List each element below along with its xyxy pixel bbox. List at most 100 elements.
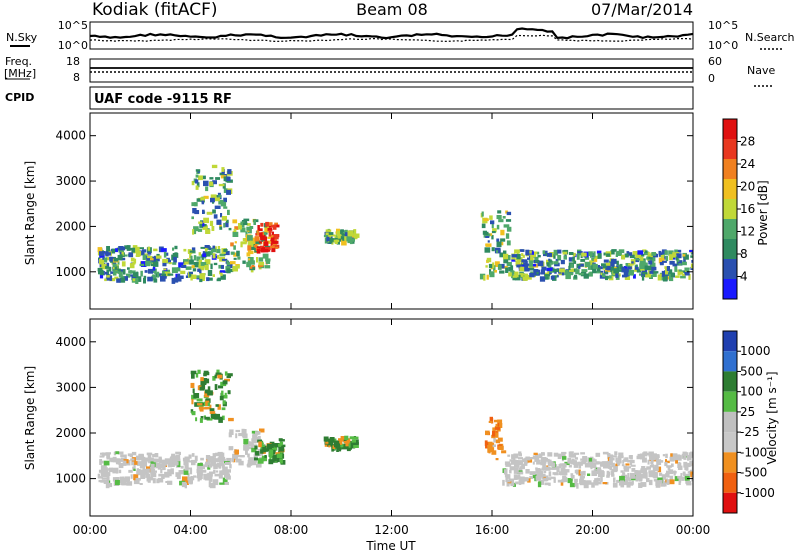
- echo-cell: [190, 255, 193, 262]
- echo-cell: [553, 269, 559, 272]
- echo-cell: [222, 400, 226, 405]
- echo-cell: [517, 474, 521, 478]
- echo-cell: [581, 252, 587, 257]
- echo-cell: [186, 467, 192, 470]
- echo-cell: [491, 444, 496, 447]
- echo-cell: [186, 462, 189, 468]
- echo-cell: [238, 225, 242, 230]
- echo-cell: [624, 457, 629, 462]
- echo-cell: [602, 273, 606, 278]
- echo-cell: [226, 457, 232, 464]
- echo-cell: [195, 185, 199, 190]
- echo-cell: [223, 270, 229, 273]
- echo-cell: [196, 256, 201, 262]
- echo-cell: [564, 476, 568, 483]
- colorbar-segment: [723, 391, 737, 412]
- echo-cell: [518, 480, 522, 485]
- echo-cell: [128, 469, 133, 473]
- echo-cell: [690, 471, 693, 478]
- echo-cell: [541, 266, 547, 271]
- echo-cell: [100, 471, 103, 477]
- echo-cell: [189, 273, 192, 278]
- echo-cell: [208, 481, 211, 488]
- echo-cell: [338, 439, 343, 445]
- echo-cell: [197, 462, 203, 466]
- echo-cell: [204, 416, 210, 420]
- echo-cell: [674, 249, 678, 254]
- echo-cell: [236, 250, 240, 257]
- echo-cell: [199, 222, 204, 228]
- echo-cell: [662, 454, 666, 457]
- echo-cell: [576, 469, 580, 475]
- echo-cell: [612, 483, 618, 488]
- echo-cell: [642, 272, 648, 275]
- echo-cell: [169, 459, 173, 463]
- freq-tick-top: 18: [66, 55, 80, 68]
- echo-cell: [224, 371, 228, 376]
- colorbar-frame: [722, 330, 738, 514]
- echo-cell: [203, 217, 209, 224]
- echo-cell: [119, 269, 124, 273]
- echo-cell: [199, 386, 205, 391]
- echo-cell: [212, 253, 216, 259]
- echo-cell: [541, 453, 545, 456]
- echo-cell: [680, 473, 683, 478]
- echo-cell: [140, 469, 143, 475]
- echo-cell: [516, 253, 521, 260]
- echo-cell: [228, 417, 234, 422]
- echo-cell: [169, 463, 175, 467]
- echo-cell: [120, 254, 123, 260]
- power-colorbar: 28 24 20 16 12 8 4: [722, 118, 755, 300]
- velocity-echo-layer: [97, 369, 693, 489]
- echo-cell: [576, 254, 580, 260]
- echo-cell: [650, 456, 656, 461]
- echo-cell: [536, 251, 540, 255]
- echo-cell: [681, 261, 687, 266]
- echo-cell: [153, 458, 157, 463]
- echo-cell: [206, 277, 210, 282]
- echo-cell: [257, 458, 264, 464]
- echo-cell: [156, 478, 160, 484]
- echo-cell: [514, 271, 519, 278]
- echo-cell: [513, 458, 516, 463]
- echo-cell: [109, 277, 116, 282]
- echo-cell: [557, 479, 564, 483]
- echo-cell: [668, 269, 673, 274]
- echo-cell: [109, 275, 113, 281]
- echo-cell: [494, 419, 499, 423]
- echo-cell: [152, 266, 156, 271]
- echo-cell: [207, 386, 211, 392]
- echo-cell: [664, 461, 668, 467]
- colorbar-segment: [723, 279, 737, 299]
- echo-cell: [201, 255, 204, 260]
- echo-cell: [254, 245, 257, 248]
- echo-cell: [225, 219, 229, 223]
- echo-cell: [689, 460, 693, 467]
- echo-cell: [578, 273, 584, 276]
- echo-cell: [254, 236, 260, 242]
- colorbar-segment: [723, 119, 737, 139]
- echo-cell: [278, 443, 282, 447]
- echo-cell: [143, 469, 146, 473]
- echo-cell: [591, 459, 597, 462]
- echo-cell: [532, 455, 539, 458]
- echo-cell: [482, 230, 487, 235]
- echo-cell: [506, 211, 512, 216]
- echo-cell: [496, 241, 502, 248]
- echo-cell: [131, 274, 137, 281]
- y-tick-label: 3000: [55, 174, 86, 188]
- echo-cell: [548, 471, 552, 477]
- echo-cell: [220, 274, 226, 280]
- echo-cell: [519, 466, 525, 470]
- echo-cell: [144, 457, 149, 462]
- echo-cell: [214, 197, 220, 202]
- echo-cell: [225, 250, 230, 256]
- echo-cell: [209, 482, 216, 489]
- echo-cell: [223, 206, 228, 209]
- echo-cell: [203, 370, 209, 374]
- echo-cell: [568, 265, 571, 270]
- echo-cell: [334, 444, 337, 448]
- echo-cell: [488, 420, 493, 423]
- echo-cell: [249, 457, 255, 464]
- echo-cell: [150, 258, 154, 261]
